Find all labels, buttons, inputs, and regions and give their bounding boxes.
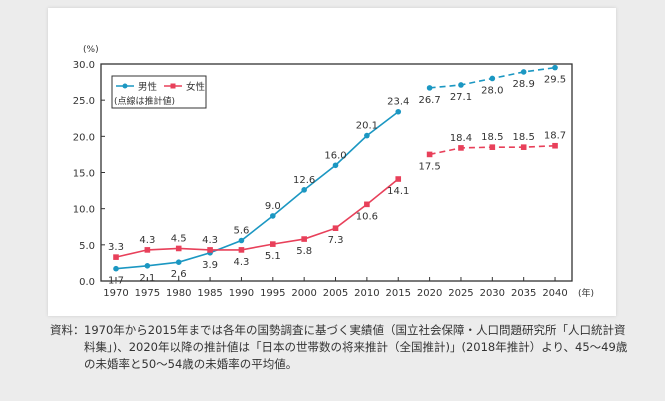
x-tick-label: 2015	[386, 288, 411, 299]
data-point	[175, 259, 182, 265]
data-label: 20.1	[356, 121, 378, 132]
y-tick-label: 10.0	[73, 205, 95, 216]
data-label: 23.4	[387, 97, 409, 108]
y-tick-label: 30.0	[73, 60, 95, 71]
legend-box	[111, 75, 207, 109]
line-chart: 0.0 5.0 10.0 15.0 20.0 25.0 30.0 (%) 1970 1975 198…	[73, 45, 594, 299]
legend-marker	[170, 83, 176, 89]
caption-label: 資料：	[50, 323, 85, 337]
data-point	[238, 247, 245, 253]
data-point	[520, 144, 527, 150]
data-label: 16.0	[324, 150, 346, 161]
data-label: 14.1	[387, 186, 409, 197]
data-point	[332, 162, 339, 169]
series-line-actual	[115, 178, 399, 258]
data-label: 5.6	[233, 225, 249, 236]
caption-text: 1970年から2015年までは各年の国勢調査に基づく実績値（国立社会保障・人口問…	[84, 323, 628, 371]
x-tick-label: 2010	[354, 288, 379, 299]
y-tick-label: 0.0	[79, 277, 95, 288]
x-tick-label: 2025	[448, 288, 473, 299]
data-point	[520, 69, 527, 75]
data-label: 4.3	[233, 257, 249, 268]
y-axis-unit: (%)	[83, 45, 99, 55]
data-point	[270, 213, 276, 219]
data-label: 5.8	[296, 246, 312, 257]
y-tick-label: 15.0	[73, 169, 95, 180]
data-label: 17.5	[418, 161, 440, 172]
chart-card: 0.0 5.0 10.0 15.0 20.0 25.0 30.0 (%) 1970 1975 198…	[48, 8, 616, 316]
data-point	[395, 176, 402, 182]
data-point	[113, 254, 119, 260]
data-point	[364, 132, 370, 139]
x-tick-label: 2005	[323, 288, 348, 299]
data-label: 18.7	[544, 131, 566, 142]
data-point	[207, 247, 213, 253]
legend-note: (点線は推計値)	[114, 95, 175, 107]
data-label: 2.1	[139, 273, 155, 284]
x-tick-label: 2040	[542, 288, 567, 299]
legend-label: 男性	[138, 81, 158, 93]
x-tick-label: 1970	[103, 288, 128, 299]
data-label: 28.0	[481, 85, 503, 96]
data-label: 4.3	[139, 235, 155, 246]
data-point	[301, 187, 307, 193]
x-tick-label: 1995	[260, 288, 285, 299]
data-point	[301, 236, 307, 242]
data-point	[332, 225, 339, 231]
data-label: 29.5	[544, 75, 566, 86]
series-line-actual	[115, 111, 399, 270]
data-label: 3.3	[108, 242, 124, 253]
data-label: 4.5	[171, 233, 187, 244]
data-point	[175, 245, 182, 252]
data-label: 18.5	[513, 132, 535, 143]
y-tick-label: 25.0	[73, 96, 95, 107]
x-tick-label: 1975	[135, 288, 160, 299]
data-point	[489, 75, 496, 82]
data-label: 10.6	[356, 211, 378, 222]
x-axis-unit: (年)	[578, 287, 594, 299]
data-label: 27.1	[450, 92, 472, 103]
x-tick-label: 2030	[480, 288, 505, 299]
data-point	[144, 263, 151, 269]
x-tick-label: 2035	[511, 288, 536, 299]
data-point	[238, 237, 245, 244]
legend-marker	[122, 83, 128, 89]
data-point	[426, 85, 433, 91]
data-point	[458, 145, 464, 151]
x-tick-label: 1980	[166, 288, 191, 299]
data-label: 26.7	[418, 95, 440, 106]
data-point	[426, 151, 433, 158]
source-caption: 資料： 1970年から2015年までは各年の国勢調査に基づく実績値（国立社会保障…	[50, 322, 630, 373]
data-point	[270, 241, 276, 247]
data-point	[144, 247, 151, 253]
data-point	[395, 108, 402, 115]
y-tick-label: 20.0	[73, 132, 95, 143]
data-point	[489, 144, 496, 150]
x-tick-label: 2020	[417, 288, 442, 299]
x-tick-label: 1985	[197, 288, 222, 299]
data-label: 9.0	[265, 201, 281, 212]
data-point	[552, 64, 558, 71]
legend-label: 女性	[186, 81, 206, 93]
data-label: 12.6	[293, 175, 315, 186]
data-label: 1.7	[108, 276, 124, 287]
data-point	[552, 142, 558, 149]
x-tick-label: 1990	[229, 288, 254, 299]
data-point	[113, 265, 119, 272]
y-tick-label: 5.0	[79, 241, 95, 252]
data-point	[364, 201, 370, 208]
data-label: 28.9	[513, 79, 535, 90]
data-label: 18.5	[481, 132, 503, 143]
data-label: 5.1	[265, 251, 281, 262]
data-label: 3.9	[202, 260, 218, 271]
data-label: 7.3	[328, 235, 344, 246]
data-label: 2.6	[171, 269, 187, 280]
data-label: 18.4	[450, 133, 472, 144]
data-label: 4.3	[202, 235, 218, 246]
data-point	[458, 82, 464, 88]
x-tick-label: 2000	[291, 288, 316, 299]
